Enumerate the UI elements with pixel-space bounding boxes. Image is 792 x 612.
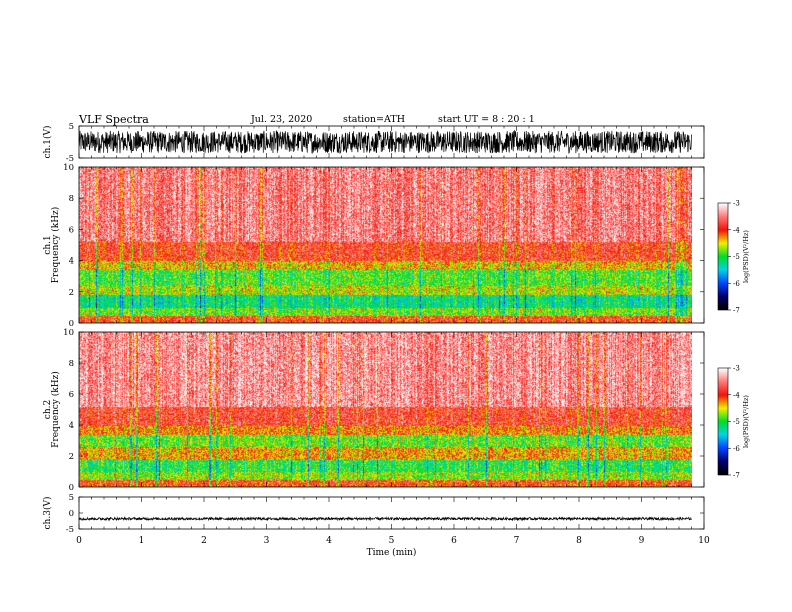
x-axis-label: Time (min): [367, 547, 417, 558]
ch2-spectrogram-ylabel: Frequency (kHz): [50, 371, 61, 448]
ch2-spectrogram-colorbar-tick-label: -5: [733, 418, 740, 426]
x-tick-label: 1: [139, 536, 145, 546]
ch2-spectrogram-ylabel-channel: ch.2: [43, 400, 53, 419]
ch3-waveform-ylabel: ch.3(V): [42, 497, 53, 530]
ch2-spectrogram-ytick-label: 4: [69, 421, 74, 431]
ch2-spectrogram-colorbar-tick-label: -4: [733, 391, 740, 399]
x-tick-label: 0: [76, 536, 82, 546]
x-tick-label: 4: [326, 536, 332, 546]
ch1-spectrogram-ylabel-channel: ch.1: [43, 235, 53, 254]
x-tick-label: 9: [639, 536, 645, 546]
ch1-spectrogram-colorbar-tick-label: -7: [733, 307, 740, 315]
ch1-spectrogram-ytick-label: 10: [63, 163, 74, 173]
ch1-waveform-ylabel: ch.1(V): [42, 126, 53, 159]
ch1-spectrogram-ytick-label: 0: [69, 319, 74, 329]
date-label: Jul. 23, 2020: [251, 114, 313, 125]
x-tick-label: 2: [201, 536, 207, 546]
ch2-spectrogram-ytick-label: 10: [63, 328, 74, 338]
ch1-spectrogram-ytick-label: 4: [69, 257, 74, 267]
ch1-spectrogram-colorbar-tick-label: -5: [733, 253, 740, 261]
ch1-waveform-ytick-label: 5: [69, 122, 74, 132]
x-tick-label: 8: [576, 536, 582, 546]
ch1-spectrogram-colorbar-tick-label: -6: [733, 280, 740, 288]
ch1-waveform-trace: [78, 129, 692, 154]
x-tick-label: 3: [264, 536, 270, 546]
ch2-spectrogram-colorbar-tick-label: -3: [733, 365, 740, 373]
ch1-spectrogram-image: [79, 167, 692, 323]
figure-title: VLF Spectra: [79, 113, 149, 126]
ch2-spectrogram-ytick-label: 0: [69, 483, 74, 493]
ch2-spectrogram-ytick-label: 6: [69, 390, 74, 400]
ch1-waveform-ytick-label: -5: [66, 154, 74, 164]
station-label: station=ATH: [343, 114, 405, 125]
ch2-spectrogram-image: [79, 332, 692, 487]
ch2-spectrogram-colorbar-tick-label: -6: [733, 445, 740, 453]
start-time-label: start UT = 8 : 20 : 1: [438, 114, 535, 125]
ch1-spectrogram-colorbar: [718, 203, 728, 310]
ch2-spectrogram-ytick-label: 8: [69, 359, 74, 369]
ch2-spectrogram-colorbar-label: log(PSD)(V²/Hz): [742, 395, 750, 448]
ch3-waveform-trace: [78, 516, 692, 522]
x-tick-label: 6: [451, 536, 457, 546]
ch1-spectrogram-ylabel: Frequency (kHz): [50, 207, 61, 284]
ch3-waveform-ytick-label: -5: [66, 525, 74, 535]
ch1-spectrogram-ytick-label: 8: [69, 194, 74, 204]
ch3-waveform-ytick-label: 0: [69, 509, 74, 519]
ch2-spectrogram-colorbar-tick-label: -7: [733, 472, 740, 480]
ch1-spectrogram-colorbar-label: log(PSD)(V²/Hz): [742, 230, 750, 283]
x-tick-label: 5: [389, 536, 395, 546]
ch3-waveform-ytick-label: 5: [69, 493, 74, 503]
ch1-spectrogram-colorbar-tick-label: -4: [733, 226, 740, 234]
x-tick-label: 7: [514, 536, 520, 546]
x-tick-label: 10: [698, 536, 710, 546]
ch1-spectrogram-colorbar-tick-label: -3: [733, 200, 740, 208]
ch1-spectrogram-ytick-label: 6: [69, 225, 74, 235]
ch1-spectrogram-ytick-label: 2: [69, 288, 74, 298]
ch2-spectrogram-colorbar: [718, 368, 728, 475]
ch2-spectrogram-ytick-label: 2: [69, 452, 74, 462]
